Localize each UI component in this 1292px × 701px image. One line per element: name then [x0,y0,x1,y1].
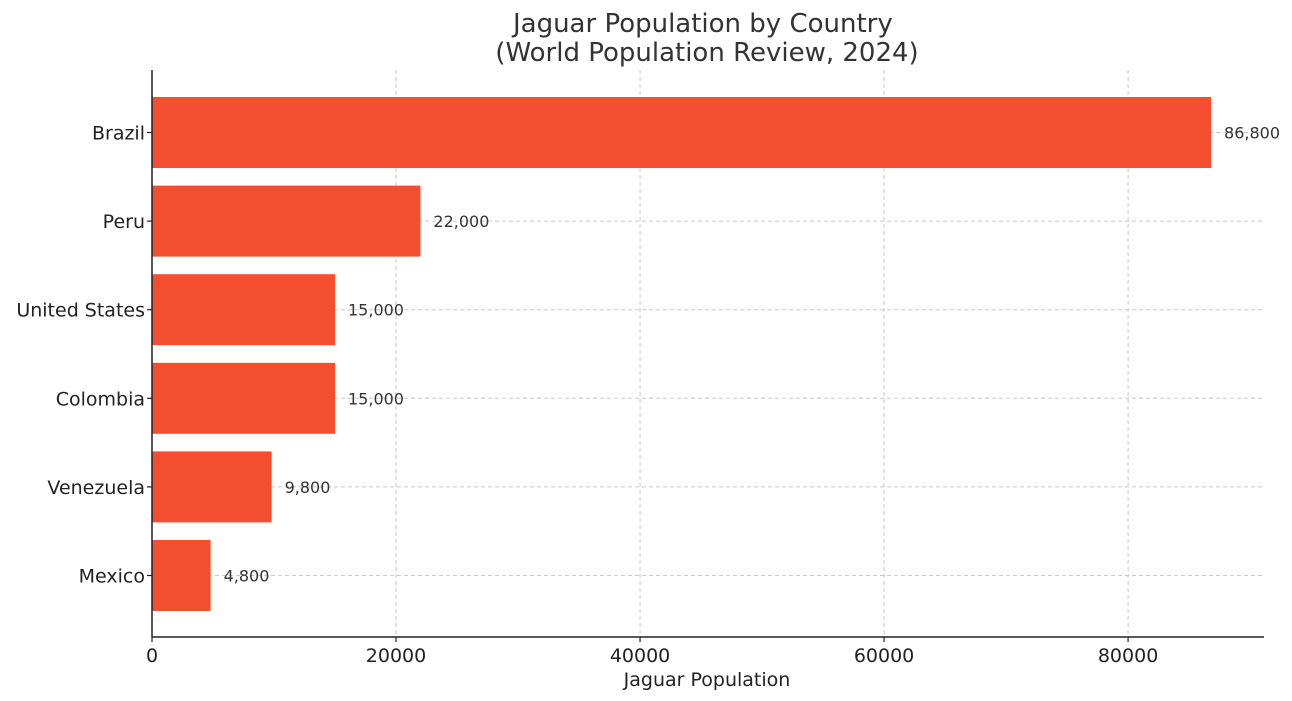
x-tick-label: 60000 [854,645,914,667]
axes-layer [147,70,1264,642]
x-axis-label: Jaguar Population [623,669,791,691]
bar-mexico [152,540,211,611]
labels-layer: Brazil 86,800 Peru 22,000 United States 15,00… [16,123,1280,668]
value-label: 4,800 [224,567,270,586]
value-label: 22,000 [433,212,489,231]
chart-title: Jaguar Population by Country (World Popu… [495,9,918,68]
x-tick-label: 80000 [1098,645,1158,667]
bar-venezuela [152,451,272,523]
x-tick-label: 0 [146,645,158,667]
category-label: Peru [103,211,145,233]
value-label: 9,800 [285,478,331,497]
x-tick-label: 20000 [366,645,426,667]
bar-colombia [152,362,336,434]
category-label: Mexico [79,566,145,588]
value-label: 15,000 [348,301,404,320]
value-label: 15,000 [348,389,404,408]
bars-layer [152,97,1212,611]
value-label: 86,800 [1224,124,1280,143]
category-label: Brazil [92,123,145,145]
chart-title-line-1: Jaguar Population by Country [511,9,893,39]
bar-brazil [152,97,1212,168]
category-label: United States [16,300,145,322]
bar-peru [152,185,421,257]
category-label: Colombia [56,388,145,410]
chart-title-line-2: (World Population Review, 2024) [495,38,918,68]
bar-united-states [152,274,336,346]
category-label: Venezuela [47,477,145,499]
x-tick-label: 40000 [610,645,670,667]
